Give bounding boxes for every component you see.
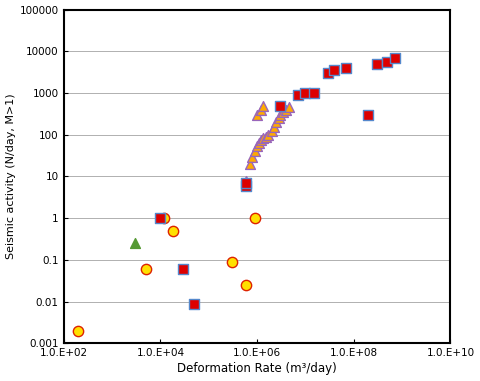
Point <box>301 90 309 96</box>
Point <box>257 107 264 113</box>
Point <box>285 104 292 110</box>
Point <box>373 61 381 67</box>
Point <box>384 59 391 65</box>
Point <box>276 112 284 118</box>
Point <box>342 65 350 71</box>
Point <box>74 328 82 334</box>
Y-axis label: Seismic activity (N/day, M>1): Seismic activity (N/day, M>1) <box>6 94 15 259</box>
Point <box>264 132 272 138</box>
X-axis label: Deformation Rate (m³/day): Deformation Rate (m³/day) <box>177 362 337 375</box>
Point <box>275 115 283 121</box>
Point <box>259 102 266 109</box>
Point <box>242 183 250 189</box>
Point <box>131 240 139 247</box>
Point <box>242 282 250 288</box>
Point <box>253 142 261 149</box>
Point <box>242 178 250 184</box>
Point <box>257 137 264 143</box>
Point <box>191 301 198 307</box>
Point <box>259 134 266 141</box>
Point <box>273 119 280 125</box>
Point <box>331 67 338 74</box>
Point <box>270 124 277 130</box>
Point <box>324 70 332 76</box>
Point <box>268 128 276 134</box>
Point <box>255 139 263 146</box>
Point <box>391 55 398 61</box>
Point <box>169 228 177 234</box>
Point <box>156 215 164 221</box>
Point <box>242 180 250 186</box>
Point <box>310 90 318 96</box>
Point <box>142 266 150 272</box>
Point <box>282 107 290 113</box>
Point <box>279 109 287 115</box>
Point <box>262 134 269 140</box>
Point <box>251 215 259 221</box>
Point <box>249 154 256 160</box>
Point <box>180 266 187 272</box>
Point <box>253 112 261 118</box>
Point <box>294 92 302 98</box>
Point <box>251 148 259 154</box>
Point <box>246 161 253 167</box>
Point <box>160 215 168 221</box>
Point <box>276 102 284 109</box>
Point <box>228 259 236 265</box>
Point <box>364 112 372 118</box>
